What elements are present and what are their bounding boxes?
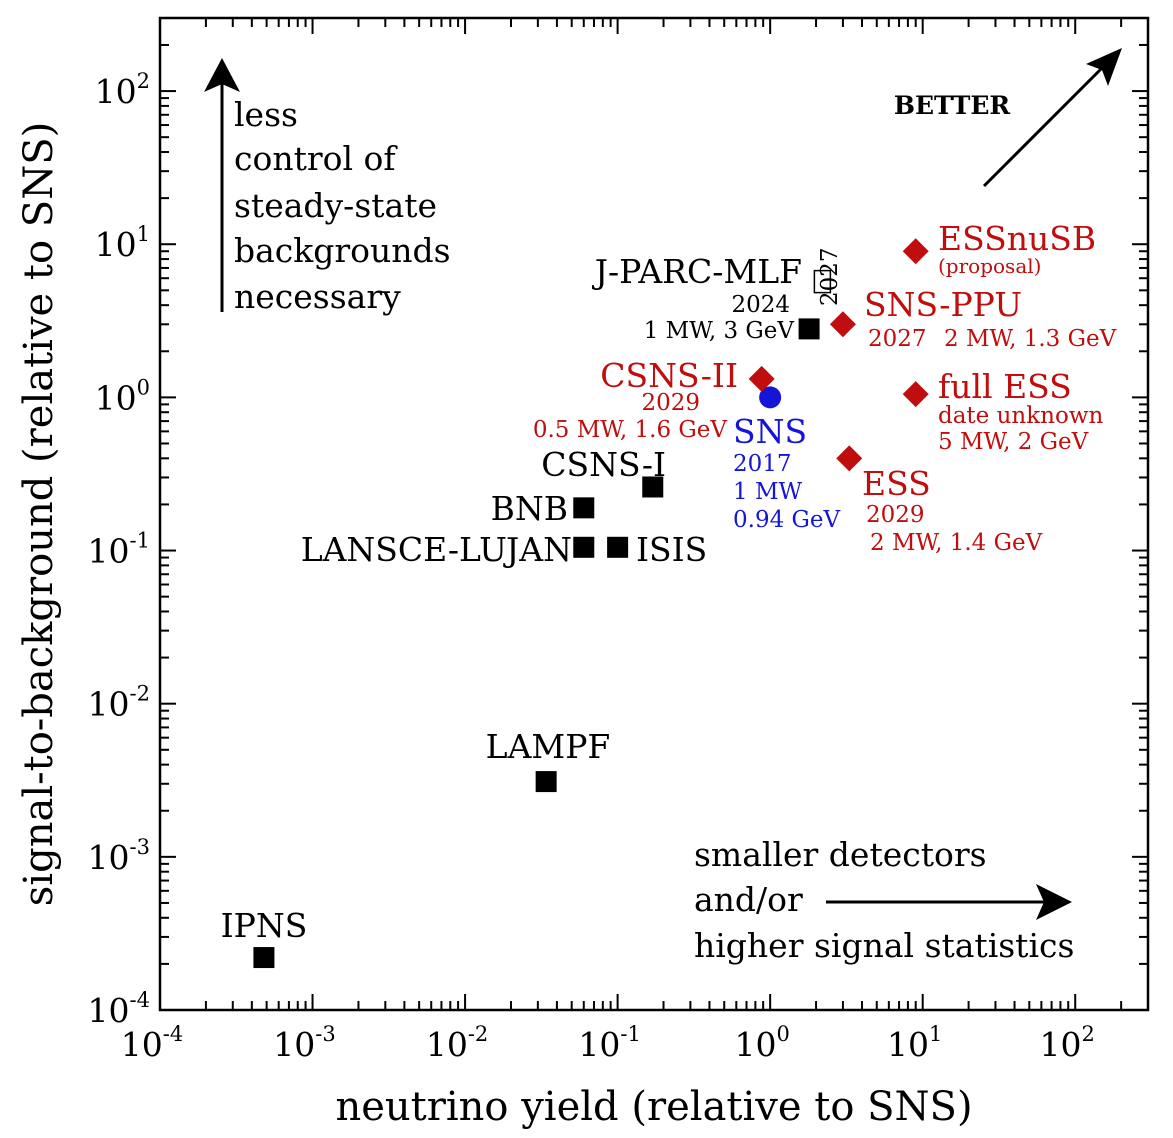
label-essnusb: ESSnuSB bbox=[938, 219, 1096, 258]
x-tick-label: 10-3 bbox=[273, 1022, 335, 1064]
right-text-line: and/or bbox=[694, 880, 803, 919]
label-lampf: LAMPF bbox=[486, 727, 611, 766]
up-text-line: less bbox=[234, 95, 298, 134]
marker-full-ess bbox=[902, 381, 929, 408]
label-bnb: BNB bbox=[491, 489, 568, 528]
label-csns-i: CSNS-I bbox=[541, 445, 666, 484]
marker-j-parc-mlf-2027 bbox=[813, 269, 832, 294]
diagonal-arrow-head bbox=[1086, 48, 1122, 86]
up-text-line: steady-state bbox=[234, 186, 437, 225]
marker-ipns bbox=[253, 947, 275, 969]
up-text-line: necessary bbox=[234, 277, 401, 316]
marker-ess bbox=[836, 445, 863, 472]
marker-lansce-lujan bbox=[573, 536, 595, 558]
label-sns-ppu-details: 2 MW, 1.3 GeV bbox=[944, 326, 1117, 352]
y-tick-label: 100 bbox=[95, 375, 150, 417]
label-sns-ppu: SNS-PPU bbox=[864, 285, 1022, 324]
label-sns-year: 2017 bbox=[733, 451, 792, 477]
marker-essnusb bbox=[902, 238, 929, 265]
up-text-line: control of bbox=[234, 139, 398, 178]
y-tick-label: 10-4 bbox=[88, 988, 150, 1030]
label-lansce-lujan: LANSCE-LUJAN bbox=[301, 530, 572, 569]
label-jparc-year: 2024 bbox=[731, 292, 790, 318]
marker-csns-ii bbox=[748, 365, 775, 392]
marker-isis bbox=[607, 536, 629, 558]
marker-sns bbox=[759, 386, 782, 409]
label-csns-ii-details: 0.5 MW, 1.6 GeV bbox=[533, 417, 728, 443]
label-full-ess-details: 5 MW, 2 GeV bbox=[938, 429, 1089, 455]
label-isis: ISIS bbox=[636, 530, 707, 569]
label-sns: SNS bbox=[733, 412, 807, 451]
x-tick-label: 102 bbox=[1040, 1022, 1095, 1064]
label-jparc-details: 1 MW, 3 GeV bbox=[644, 318, 795, 344]
label-jparc-2027: 2027 bbox=[817, 247, 843, 306]
marker-csns-i bbox=[642, 476, 664, 498]
label-full-ess: full ESS bbox=[938, 367, 1072, 406]
right-arrow-head bbox=[1036, 884, 1072, 920]
y-tick-label: 101 bbox=[95, 222, 150, 264]
y-tick-label: 10-3 bbox=[88, 835, 150, 877]
marker-bnb bbox=[573, 497, 595, 519]
label-jparc-mlf: J-PARC-MLF bbox=[592, 252, 802, 291]
label-csns-ii-year: 2029 bbox=[641, 390, 700, 416]
y-tick-label: 10-2 bbox=[88, 682, 150, 724]
up-text-line: backgrounds bbox=[234, 231, 451, 270]
up-annotation: less control of steady-state backgrounds… bbox=[234, 95, 451, 316]
marker-lampf bbox=[535, 771, 557, 793]
label-sns-energy: 0.94 GeV bbox=[733, 507, 841, 533]
y-axis-title: signal-to-background (relative to SNS) bbox=[16, 122, 62, 906]
x-tick-label: 10-4 bbox=[121, 1022, 183, 1064]
x-tick-label: 10-2 bbox=[426, 1022, 488, 1064]
x-axis-title: neutrino yield (relative to SNS) bbox=[335, 1084, 972, 1130]
label-csns-ii: CSNS-II bbox=[600, 356, 738, 395]
right-annotation: smaller detectors and/or higher signal s… bbox=[694, 835, 1074, 965]
label-ess-year: 2029 bbox=[866, 502, 925, 528]
axis-ticks: 10-4 10-3 10-2 10-1 100 101 102 10-4 10-3 10-2 10-… bbox=[88, 17, 1149, 1064]
right-text-line: higher signal statistics bbox=[694, 926, 1074, 965]
marker-j-parc-mlf bbox=[798, 318, 820, 340]
diagonal-arrow bbox=[982, 60, 1110, 188]
marker-sns-ppu bbox=[829, 311, 856, 338]
label-ess: ESS bbox=[862, 464, 931, 503]
x-tick-label: 10-1 bbox=[578, 1022, 640, 1064]
y-tick-label: 10-1 bbox=[88, 529, 150, 571]
label-essnusb-details: (proposal) bbox=[938, 254, 1041, 278]
right-text-line: smaller detectors bbox=[694, 835, 987, 874]
better-label: BETTER bbox=[894, 91, 1011, 120]
label-full-ess-year: date unknown bbox=[938, 403, 1104, 429]
label-ess-details: 2 MW, 1.4 GeV bbox=[870, 530, 1043, 556]
point-labels: IPNS LAMPF BNB LANSCE-LUJAN ISIS CSNS-I … bbox=[221, 219, 1117, 945]
data-markers bbox=[253, 238, 929, 969]
x-tick-label: 101 bbox=[887, 1022, 942, 1064]
label-sns-ppu-year: 2027 bbox=[868, 326, 927, 352]
y-tick-label: 102 bbox=[95, 69, 150, 111]
label-sns-power: 1 MW bbox=[733, 479, 802, 505]
plot-frame bbox=[158, 16, 1150, 1012]
up-arrow-head bbox=[204, 58, 240, 92]
label-ipns: IPNS bbox=[221, 906, 308, 945]
x-tick-label: 100 bbox=[734, 1022, 789, 1064]
